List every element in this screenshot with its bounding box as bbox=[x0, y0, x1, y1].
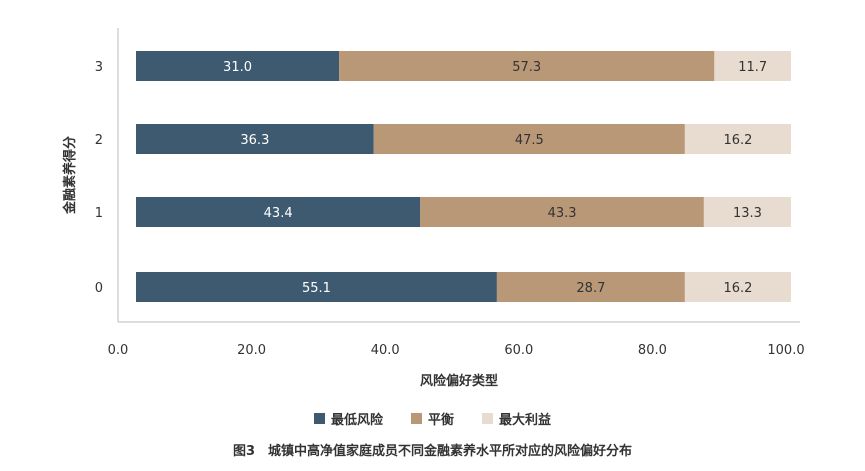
bar-value-label: 57.3 bbox=[512, 60, 541, 75]
bar-value-label: 43.4 bbox=[264, 206, 293, 221]
bar-segment bbox=[703, 197, 791, 227]
legend-label-max-benefit: 最大利益 bbox=[499, 413, 552, 428]
bar-value-label: 43.3 bbox=[548, 206, 577, 221]
y-tick-label: 1 bbox=[95, 206, 103, 221]
x-tick-label: 80.0 bbox=[638, 343, 667, 358]
bar-segment bbox=[496, 272, 685, 302]
y-tick-label: 0 bbox=[95, 281, 103, 296]
bars-group: 31.0 57.3 11.7 36.3 47.5 16.2 43.4 43.3 13.3 55.1… bbox=[136, 51, 791, 302]
x-axis-title: 风险偏好类型 bbox=[420, 373, 498, 389]
bar-value-label: 55.1 bbox=[302, 281, 331, 296]
y-axis-title: 金融素养得分 bbox=[62, 136, 78, 215]
bar-value-label: 16.2 bbox=[723, 281, 752, 296]
bar-segment bbox=[339, 51, 715, 81]
bar-segment bbox=[136, 272, 497, 302]
chart-axes bbox=[117, 28, 800, 323]
y-tick-labels: 3 2 1 0 bbox=[95, 60, 103, 296]
bar-segment bbox=[684, 272, 791, 302]
bar-value-label: 16.2 bbox=[723, 133, 752, 148]
chart-legend: 最低风险 平衡 最大利益 bbox=[0, 409, 865, 428]
legend-item-lowest-risk: 最低风险 bbox=[313, 409, 383, 428]
bar-segment bbox=[714, 51, 791, 81]
bar-value-label: 11.7 bbox=[738, 60, 767, 75]
legend-label-lowest-risk: 最低风险 bbox=[330, 413, 383, 428]
bar-segment bbox=[420, 197, 704, 227]
bar-segment bbox=[136, 197, 421, 227]
x-tick-label: 20.0 bbox=[237, 343, 266, 358]
bar-value-label: 36.3 bbox=[240, 133, 269, 148]
bar-segment bbox=[684, 124, 791, 154]
bar-value-label: 28.7 bbox=[576, 281, 605, 296]
bar-segment bbox=[136, 124, 374, 154]
bar-value-label: 47.5 bbox=[515, 133, 544, 148]
legend-label-balanced: 平衡 bbox=[427, 413, 454, 428]
bar-segment bbox=[373, 124, 685, 154]
x-tick-labels: 0.0 20.0 40.0 60.0 80.0 100.0 bbox=[108, 343, 805, 358]
legend-swatch-lowest-risk bbox=[313, 413, 325, 424]
legend-item-balanced: 平衡 bbox=[410, 409, 454, 428]
y-tick-label: 3 bbox=[95, 60, 103, 75]
bar-value-label: 13.3 bbox=[733, 206, 762, 221]
legend-swatch-max-benefit bbox=[482, 413, 493, 424]
x-tick-label: 40.0 bbox=[371, 343, 400, 358]
y-tick-label: 2 bbox=[95, 133, 103, 148]
x-tick-label: 60.0 bbox=[504, 343, 533, 358]
x-tick-label: 0.0 bbox=[108, 343, 129, 358]
legend-item-max-benefit: 最大利益 bbox=[482, 409, 551, 428]
bar-value-label: 31.0 bbox=[223, 60, 252, 75]
x-tick-label: 100.0 bbox=[767, 343, 804, 358]
bar-segment bbox=[136, 51, 340, 81]
legend-swatch-balanced bbox=[410, 413, 422, 424]
figure-caption: 图3 城镇中高净值家庭成员不同金融素养水平所对应的风险偏好分布 bbox=[232, 444, 633, 459]
